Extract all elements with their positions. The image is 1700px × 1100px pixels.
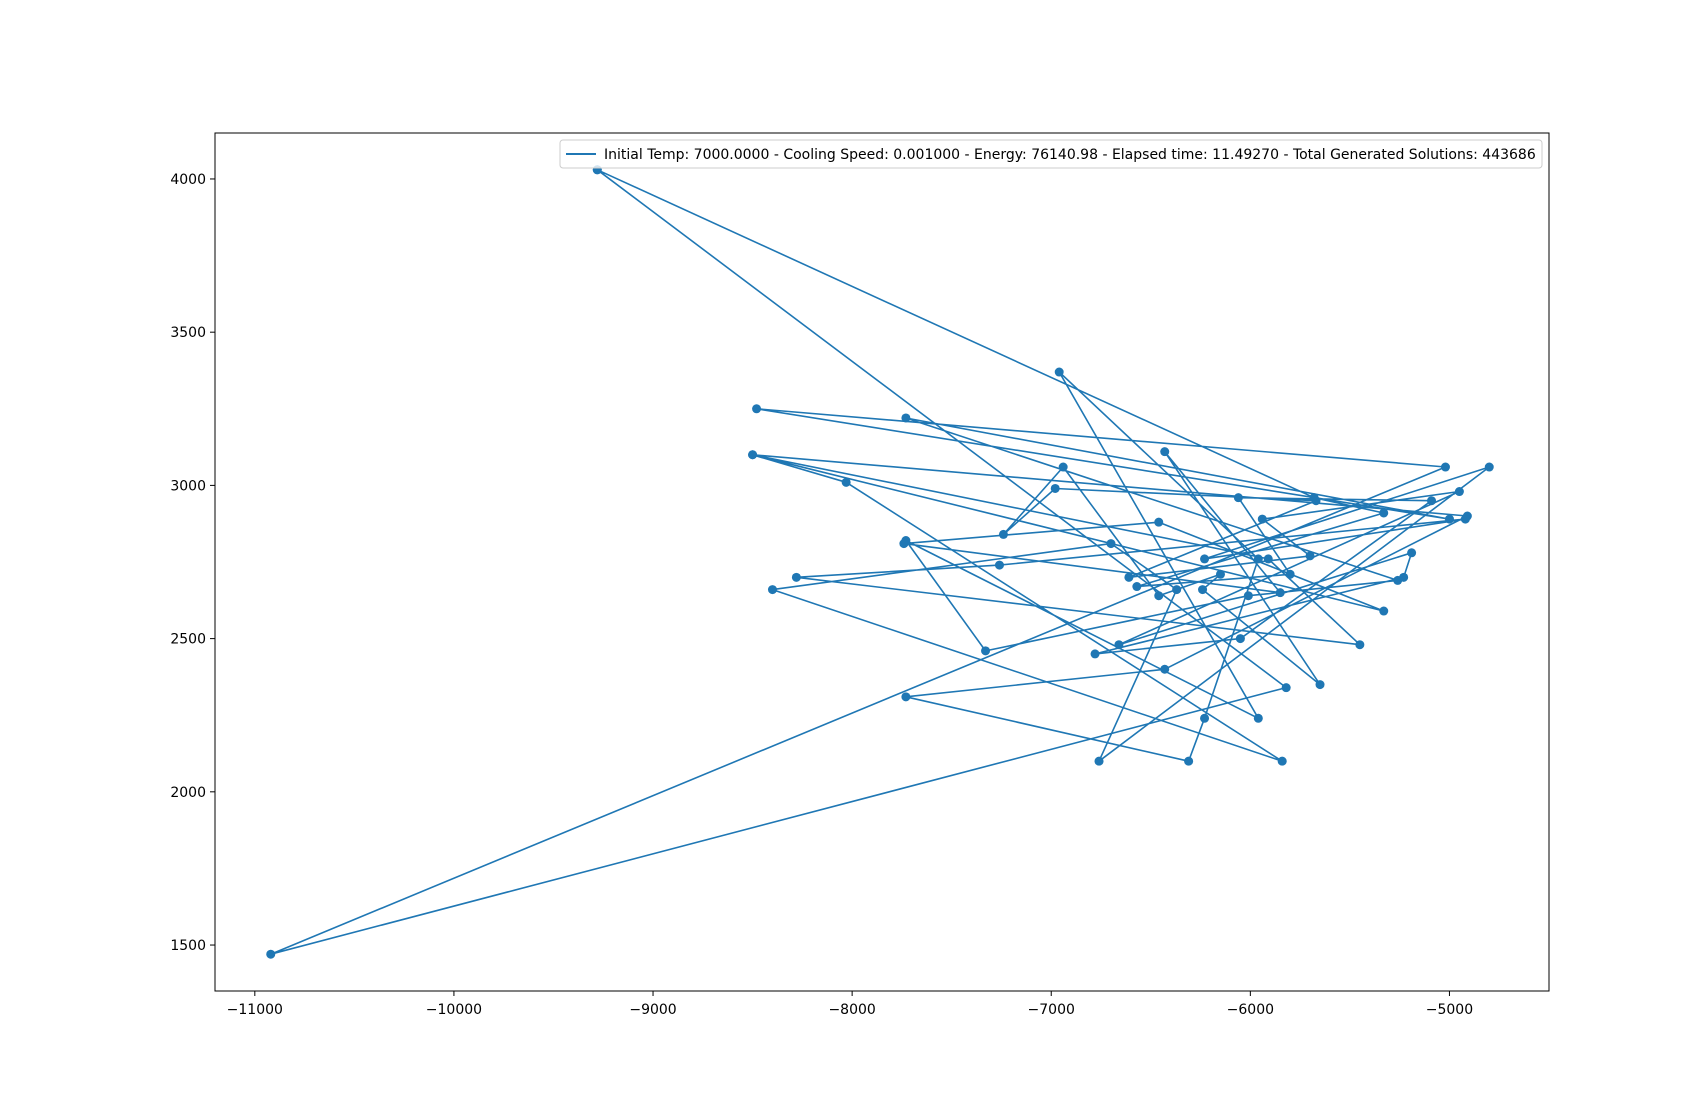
y-axis: 1500 2000 2500 3000 3500 4000 — [170, 172, 215, 954]
legend-label: Initial Temp: 7000.0000 - Cooling Speed:… — [604, 147, 1536, 163]
data-point — [1484, 462, 1494, 472]
legend-box — [559, 139, 1543, 169]
x-tick-label: −7000 — [1028, 1002, 1075, 1018]
data-point — [1050, 483, 1060, 493]
data-point — [1379, 508, 1389, 518]
data-point — [901, 692, 911, 702]
data-point — [998, 529, 1008, 539]
data-point — [981, 646, 991, 656]
legend: Initial Temp: 7000.0000 - Cooling Speed:… — [559, 139, 1543, 169]
data-point — [1454, 487, 1464, 497]
x-tick-label: −11000 — [227, 1002, 283, 1018]
data-point — [994, 560, 1004, 570]
data-point — [1379, 606, 1389, 616]
data-point — [901, 413, 911, 423]
data-point — [1285, 569, 1295, 579]
x-axis: −11000 −10000 −9000 −8000 −7000 −6000 −5000 — [227, 991, 1473, 1018]
data-point — [1427, 496, 1437, 506]
data-point — [1106, 539, 1116, 549]
data-point — [1160, 447, 1170, 457]
data-point — [1054, 367, 1064, 377]
plot-area — [266, 165, 1494, 959]
data-point — [1275, 588, 1285, 598]
data-point — [767, 585, 777, 595]
data-point — [1233, 493, 1243, 503]
data-point — [1200, 554, 1210, 564]
data-point — [1281, 683, 1291, 693]
data-point — [791, 572, 801, 582]
data-point — [1243, 591, 1253, 601]
data-point — [841, 477, 851, 487]
data-point — [1460, 514, 1470, 524]
data-point — [1355, 640, 1365, 650]
axes-frame — [214, 132, 1550, 992]
data-point — [1184, 756, 1194, 766]
data-point — [1277, 756, 1287, 766]
data-point — [1114, 640, 1124, 650]
data-point — [1154, 517, 1164, 527]
data-point — [1124, 572, 1134, 582]
x-tick-label: −9000 — [629, 1002, 676, 1018]
x-tick-label: −5000 — [1426, 1002, 1473, 1018]
data-point — [1407, 548, 1417, 558]
data-point — [1399, 572, 1409, 582]
data-point — [1198, 585, 1208, 595]
x-tick-label: −10000 — [426, 1002, 482, 1018]
data-point — [1200, 713, 1210, 723]
x-tick-label: −8000 — [828, 1002, 875, 1018]
data-point — [1440, 462, 1450, 472]
data-point — [752, 404, 762, 414]
data-point — [1263, 554, 1273, 564]
data-point — [1172, 585, 1182, 595]
data-point — [1444, 514, 1454, 524]
data-point — [1305, 551, 1315, 561]
data-point — [1058, 462, 1068, 472]
series-line — [269, 169, 1491, 956]
data-point — [1235, 634, 1245, 644]
data-point — [1253, 713, 1263, 723]
data-point — [1094, 756, 1104, 766]
x-tick-label: −6000 — [1227, 1002, 1274, 1018]
y-tick-label: 4000 — [170, 172, 206, 188]
data-point — [1132, 582, 1142, 592]
data-point — [1257, 514, 1267, 524]
data-point — [1253, 554, 1263, 564]
data-point — [899, 539, 909, 549]
y-tick-label: 2500 — [170, 632, 206, 648]
data-point — [1154, 591, 1164, 601]
data-point — [748, 450, 758, 460]
y-tick-label: 3000 — [170, 478, 206, 494]
data-point — [1215, 569, 1225, 579]
data-point — [1315, 680, 1325, 690]
data-point — [1160, 664, 1170, 674]
y-tick-label: 3500 — [170, 325, 206, 341]
data-point — [1090, 649, 1100, 659]
y-tick-label: 1500 — [170, 938, 206, 954]
data-point — [266, 949, 276, 959]
data-point — [1309, 493, 1319, 503]
y-tick-label: 2000 — [170, 785, 206, 801]
